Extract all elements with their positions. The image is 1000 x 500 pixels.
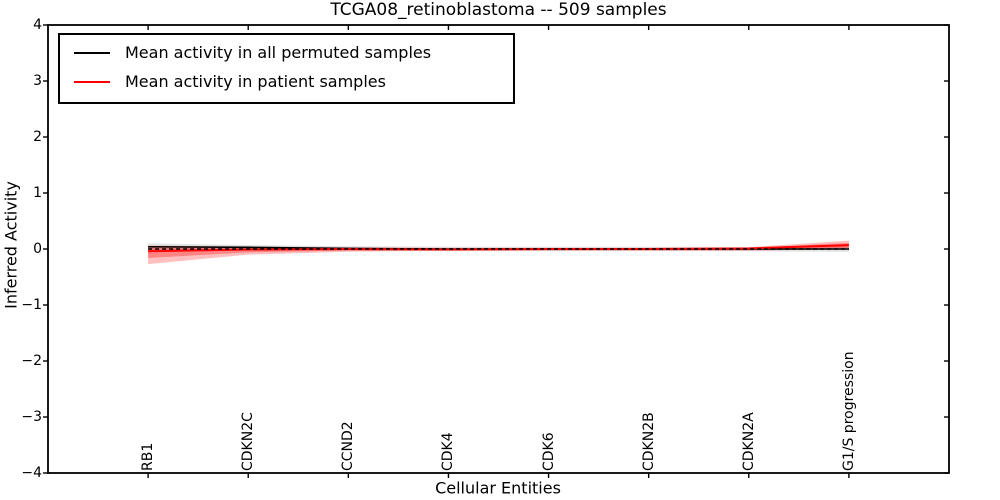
legend-label-patient: Mean activity in patient samples	[125, 72, 386, 91]
y-tick-label: 0	[33, 241, 42, 257]
x-tick-label: G1/S progression	[840, 351, 857, 471]
x-tick-label: CDK6	[540, 432, 557, 471]
y-tick-label: 1	[33, 185, 42, 201]
y-tick-label: 2	[33, 129, 42, 145]
x-tick-label: RB1	[140, 442, 157, 471]
legend-item-patient: Mean activity in patient samples	[74, 72, 499, 92]
legend-line-patient-sample	[74, 81, 110, 83]
legend-line-permuted-sample	[74, 52, 110, 54]
x-tick-label: CDKN2A	[740, 412, 757, 471]
y-tick-label: −3	[21, 409, 42, 425]
legend: Mean activity in all permuted samples Me…	[58, 33, 515, 104]
x-tick-label: CDKN2C	[240, 412, 257, 471]
y-tick-label: 3	[33, 73, 42, 89]
patient-spread-band-outer	[148, 240, 849, 265]
legend-label-permuted: Mean activity in all permuted samples	[125, 43, 432, 62]
x-tick-label: CCND2	[340, 421, 357, 471]
y-tick-label: 4	[33, 17, 42, 33]
patient-spread-band-inner	[148, 242, 849, 258]
y-tick-label: −4	[21, 465, 42, 481]
legend-item-permuted: Mean activity in all permuted samples	[74, 43, 499, 63]
y-tick-label: −2	[21, 353, 42, 369]
chart-title: TCGA08_retinoblastoma -- 509 samples	[330, 0, 667, 20]
x-axis-label: Cellular Entities	[435, 478, 561, 498]
y-tick-label: −1	[21, 297, 42, 313]
x-tick-label: CDKN2B	[640, 412, 657, 471]
x-tick-label: CDK4	[440, 432, 457, 471]
